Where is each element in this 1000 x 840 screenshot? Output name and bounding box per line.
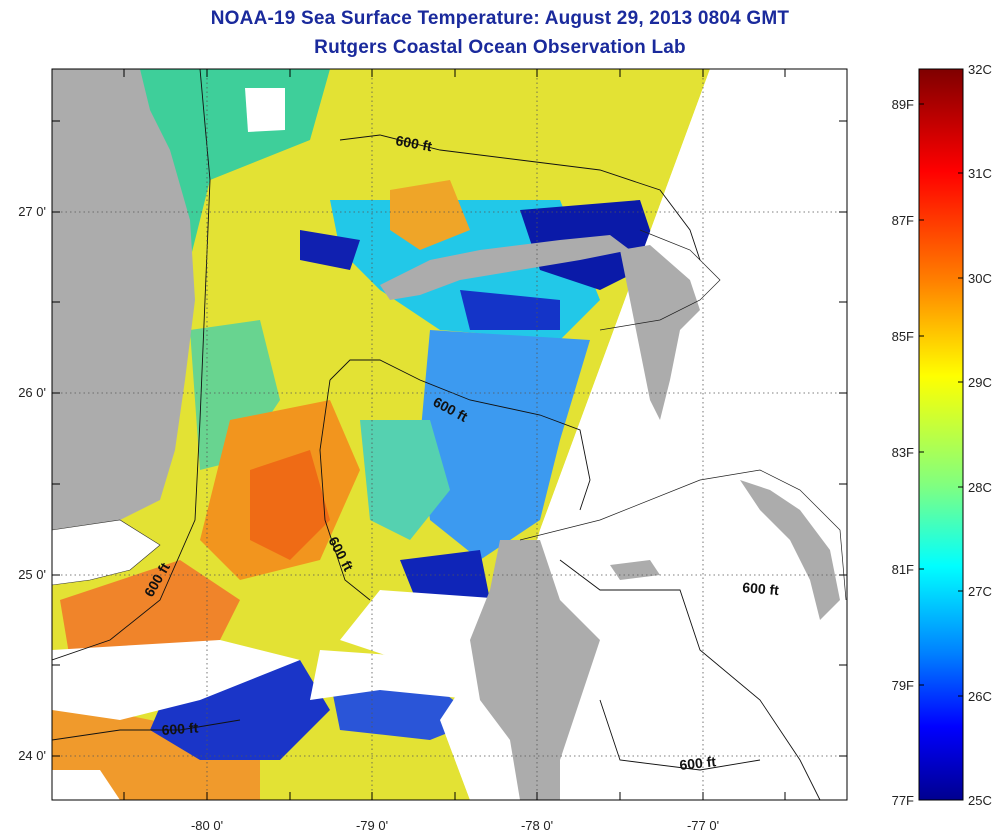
colorbar-label-f: 87F <box>892 213 914 228</box>
cloud-2 <box>52 640 300 720</box>
plot-frame <box>51 68 848 801</box>
lat-tick-label: 25 0' <box>18 567 46 582</box>
tick-marks <box>52 69 847 800</box>
graticule <box>52 69 847 800</box>
map-subtitle: Rutgers Coastal Ocean Observation Lab <box>314 37 686 58</box>
colorbar-label-f: 85F <box>892 329 914 344</box>
colorbar-label-c: 28C <box>968 480 992 495</box>
bank-outline-great-bahama <box>519 469 847 601</box>
contour-label: 600 ft <box>742 579 780 598</box>
warm-patch-sw <box>60 560 240 660</box>
map-title: NOAA-19 Sea Surface Temperature: August … <box>210 8 790 29</box>
colorbar-ticks <box>919 68 963 801</box>
land-florida <box>52 69 195 530</box>
contour-north <box>339 134 701 261</box>
land-eleuthera <box>740 480 840 620</box>
sst-field <box>52 69 847 800</box>
contour-tongue <box>559 559 821 800</box>
lat-tick-label: 24 0' <box>18 748 46 763</box>
contour-bottom <box>52 719 241 741</box>
colorbar-label-c: 32C <box>968 62 992 77</box>
cloud-4 <box>52 770 120 800</box>
colorbar-label-f: 79F <box>892 678 914 693</box>
warm-core <box>250 450 330 560</box>
colorbar-label-f: 77F <box>892 793 914 808</box>
lat-tick-label: 26 0' <box>18 385 46 400</box>
colorbar <box>918 68 964 801</box>
lon-tick-label: -78 0' <box>521 818 553 833</box>
colorbar-label-c: 30C <box>968 271 992 286</box>
bank-outline-little-bahama <box>599 229 721 331</box>
cool-band-east <box>420 330 590 560</box>
lon-tick-label: -79 0' <box>356 818 388 833</box>
warm-patch-north <box>390 180 470 250</box>
colorbar-label-c: 25C <box>968 793 992 808</box>
colorbar-label-f: 81F <box>892 562 914 577</box>
contour-central <box>319 379 371 601</box>
lon-tick-label: -77 0' <box>687 818 719 833</box>
land-grand-bahama <box>380 235 630 300</box>
colorbar-label-f: 83F <box>892 445 914 460</box>
land-abaco <box>620 245 700 420</box>
colorbar-label-f: 89F <box>892 97 914 112</box>
colorbar-label-c: 27C <box>968 584 992 599</box>
contour-label: 600 ft <box>679 753 717 773</box>
contour-label: 600 ft <box>161 719 199 738</box>
contour-florida-straits <box>52 69 211 661</box>
contour-northwest-providence <box>329 359 591 511</box>
colorbar-label-c: 29C <box>968 375 992 390</box>
cloud-1 <box>245 88 285 132</box>
land-andros <box>470 540 600 800</box>
colorbar-label-c: 26C <box>968 689 992 704</box>
contour-label: 600 ft <box>394 132 433 154</box>
warm-patch-bottom <box>52 700 260 800</box>
contour-south <box>599 699 761 771</box>
cold-patch-3 <box>300 230 360 270</box>
lon-tick-label: -80 0' <box>191 818 223 833</box>
land-everglades <box>52 519 161 586</box>
cold-patch-2 <box>460 290 560 330</box>
lat-tick-label: 27 0' <box>18 204 46 219</box>
colorbar-label-c: 31C <box>968 166 992 181</box>
cool-patch-south <box>360 420 450 540</box>
